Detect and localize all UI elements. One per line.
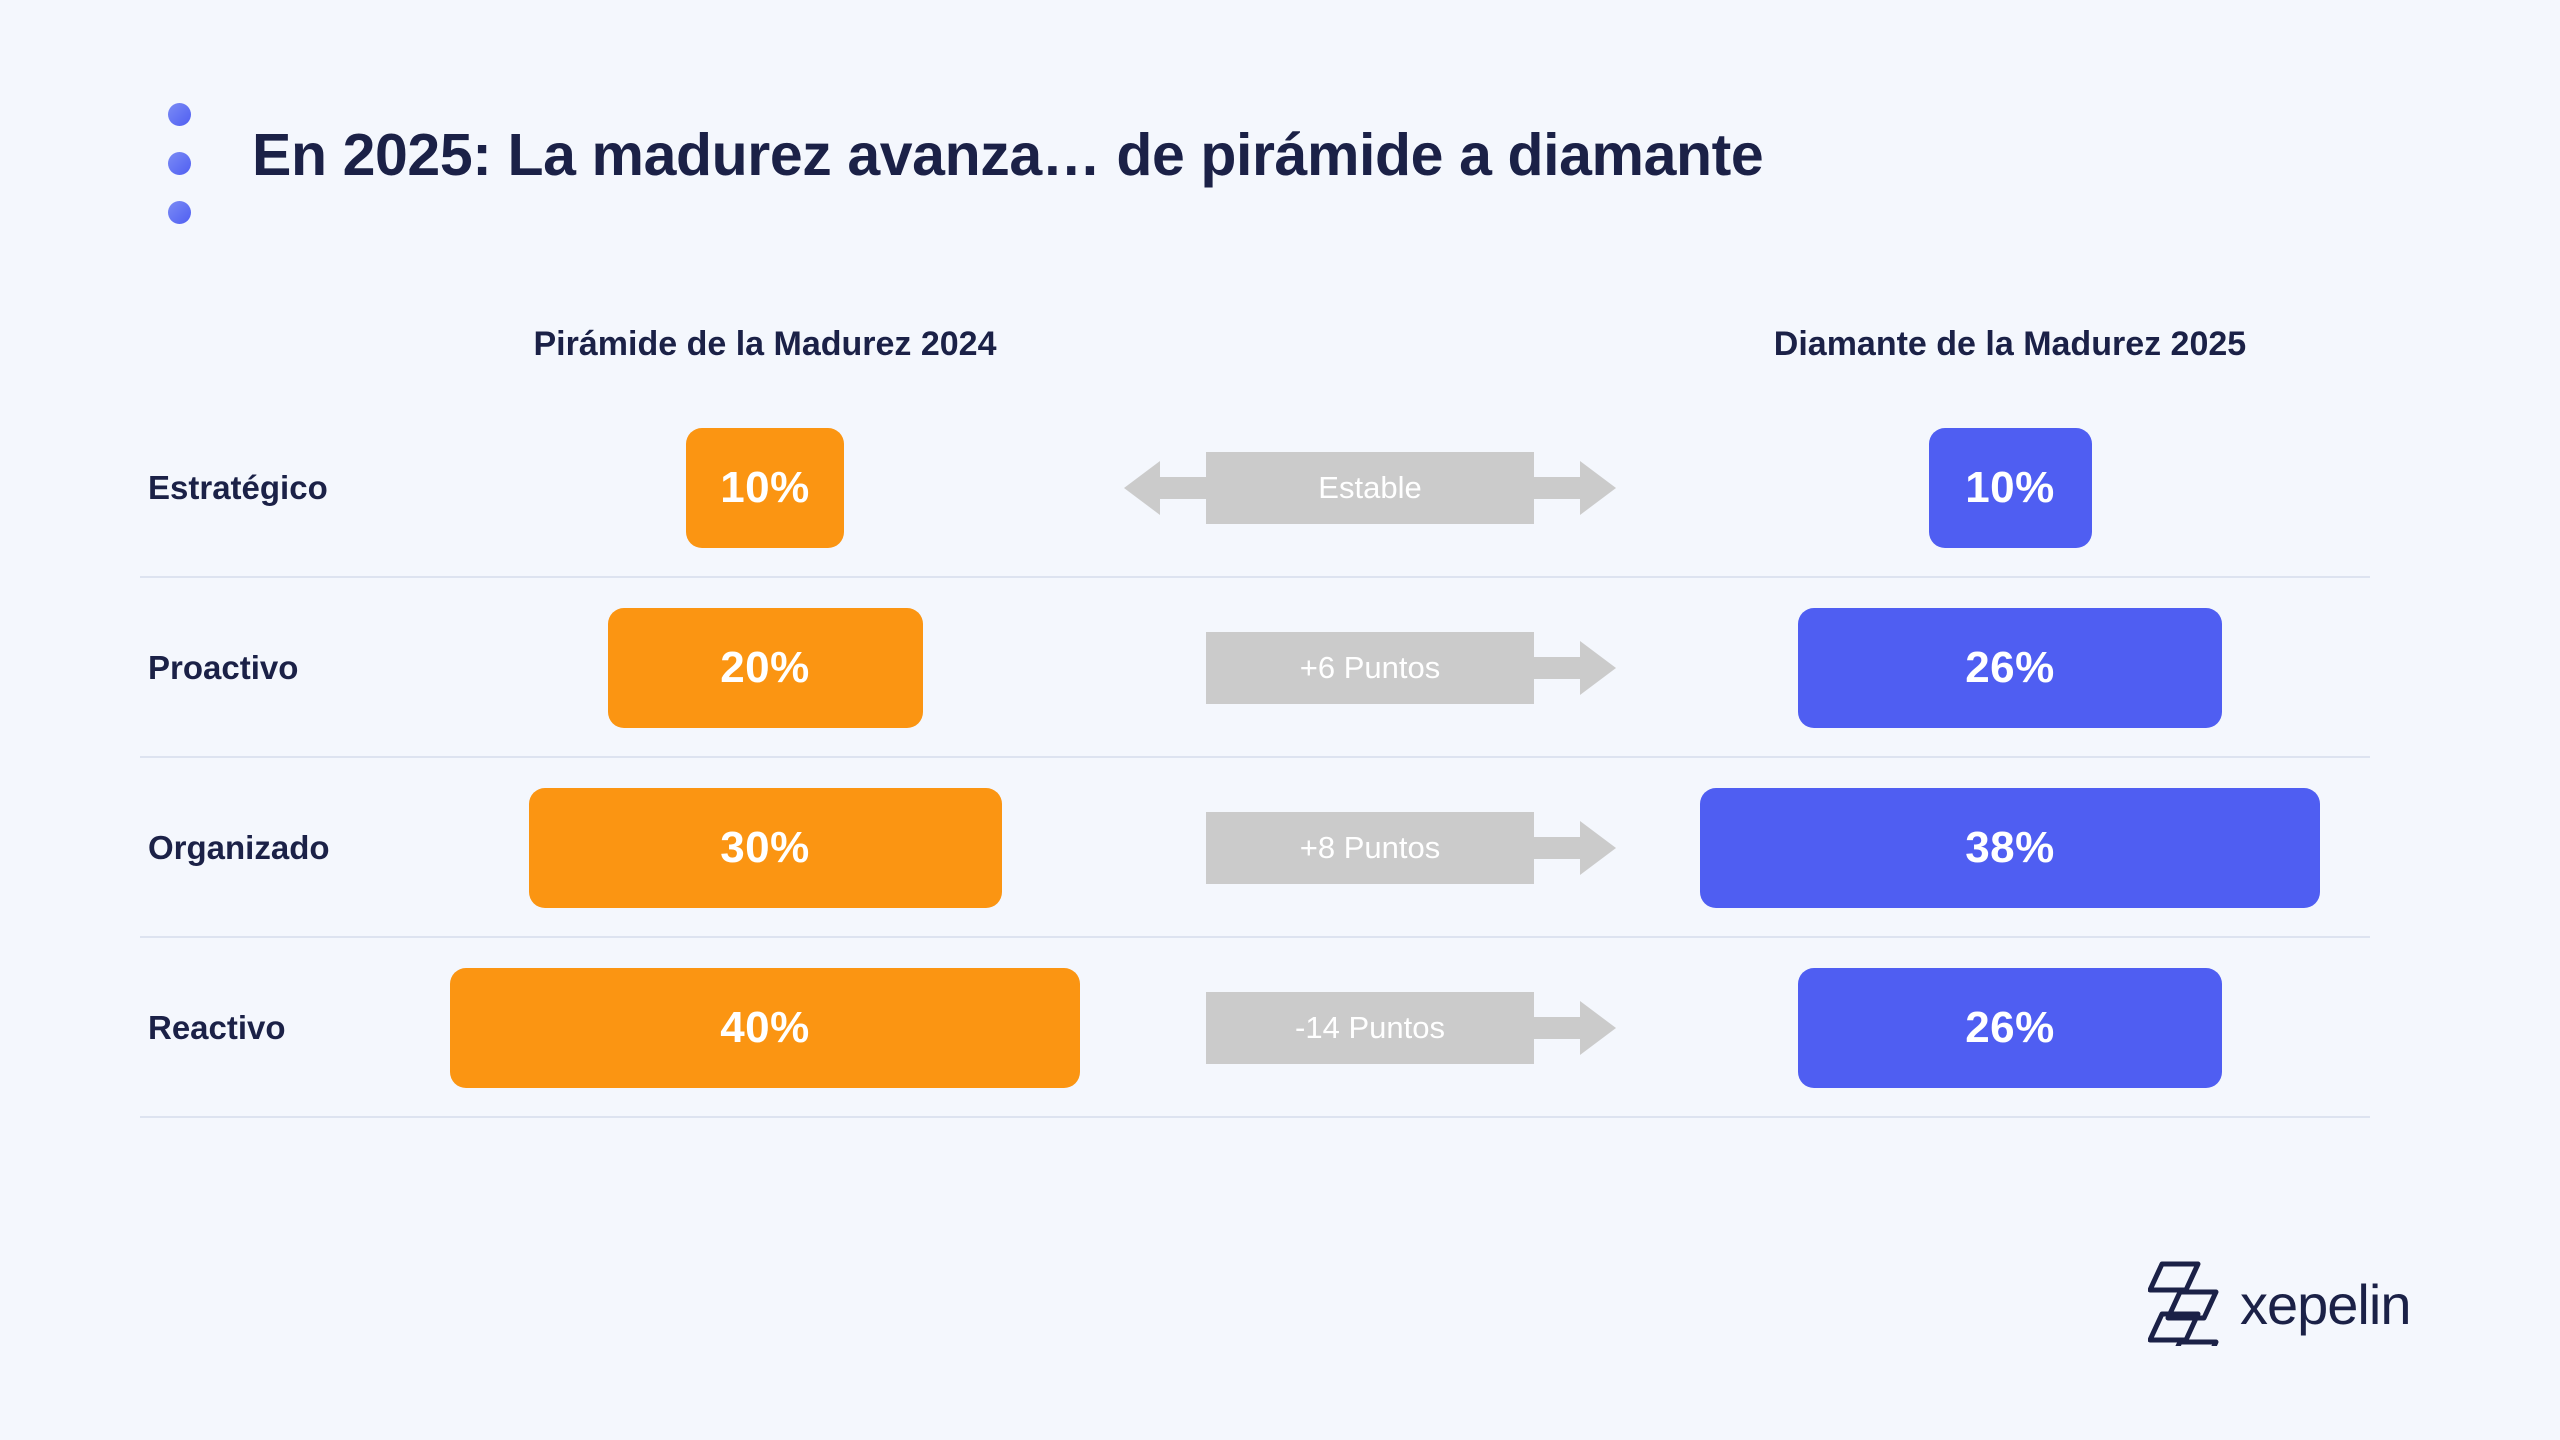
bar-cell-left: 10% xyxy=(450,428,1080,548)
bar-cell-right: 26% xyxy=(1700,968,2320,1088)
column-header-right: Diamante de la Madurez 2025 xyxy=(1773,325,2247,363)
bar-cell-right: 10% xyxy=(1700,428,2320,548)
row-separator xyxy=(140,576,2370,578)
xepelin-mark-icon xyxy=(2147,1258,2222,1371)
bar-cell-right: 26% xyxy=(1700,608,2320,728)
delta-cell: Estable xyxy=(1090,452,1650,524)
bar-2025-4: 26% xyxy=(1798,968,2222,1088)
delta-cell: +8 Puntos xyxy=(1090,812,1650,884)
bar-2025-2: 26% xyxy=(1798,608,2222,728)
bar-2024-1: 10% xyxy=(686,428,844,548)
bullet-dot-3 xyxy=(168,201,191,224)
delta-badge-1: Estable xyxy=(1124,452,1616,524)
arrow-right-icon xyxy=(1534,812,1616,884)
delta-cell: +6 Puntos xyxy=(1090,632,1650,704)
bullet-dot-2 xyxy=(168,152,191,175)
arrow-left-icon xyxy=(1124,452,1206,524)
arrow-right-icon xyxy=(1534,632,1616,704)
bar-2025-1: 10% xyxy=(1928,428,2092,548)
row-label-4: Reactivo xyxy=(148,1009,286,1046)
delta-label: -14 Puntos xyxy=(1295,1010,1445,1045)
delta-badge-2: +6 Puntos xyxy=(1206,632,1616,704)
row-separator xyxy=(140,1116,2370,1118)
chart-row: Estratégico 10% Estable 10% xyxy=(0,398,2560,578)
bar-2024-3: 30% xyxy=(528,788,1002,908)
row-label-1: Estratégico xyxy=(148,469,328,506)
bar-cell-right: 38% xyxy=(1700,788,2320,908)
row-label-2: Proactivo xyxy=(148,649,299,686)
row-label-3: Organizado xyxy=(148,829,330,866)
column-header-left: Pirámide de la Madurez 2024 xyxy=(533,325,997,363)
row-separator xyxy=(140,936,2370,938)
row-separator xyxy=(140,756,2370,758)
delta-label: +8 Puntos xyxy=(1299,830,1441,865)
bar-2024-2: 20% xyxy=(607,608,923,728)
bar-2025-3: 38% xyxy=(1700,788,2320,908)
chart-row: Proactivo 20% +6 Puntos 26% xyxy=(0,578,2560,758)
delta-badge-3: +8 Puntos xyxy=(1206,812,1616,884)
brand-wordmark: xepelin xyxy=(2240,1272,2411,1336)
chart-row: Organizado 30% +8 Puntos 38% xyxy=(0,758,2560,938)
chart-row: Reactivo 40% -14 Puntos 26% xyxy=(0,938,2560,1118)
bar-cell-left: 30% xyxy=(450,788,1080,908)
arrow-right-icon xyxy=(1534,992,1616,1064)
arrow-right-icon xyxy=(1534,452,1616,524)
delta-badge-4: -14 Puntos xyxy=(1206,992,1616,1064)
bar-cell-left: 40% xyxy=(450,968,1080,1088)
bar-cell-left: 20% xyxy=(450,608,1080,728)
delta-label: +6 Puntos xyxy=(1299,650,1441,685)
delta-label: Estable xyxy=(1318,470,1422,505)
page-title: En 2025: La madurez avanza… de pirámide … xyxy=(252,122,1764,188)
bar-2024-4: 40% xyxy=(450,968,1080,1088)
decorative-dots xyxy=(168,103,194,233)
bullet-dot-1 xyxy=(168,103,191,126)
brand-logo: xepelin xyxy=(2147,1258,2411,1371)
delta-cell: -14 Puntos xyxy=(1090,992,1650,1064)
